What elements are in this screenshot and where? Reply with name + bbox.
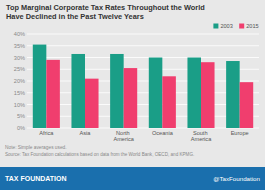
legend-swatch — [213, 24, 218, 29]
legend: 2003 2015 — [213, 23, 258, 29]
bar — [110, 54, 124, 128]
bar — [201, 62, 215, 128]
y-tick-label: 15% — [14, 90, 25, 96]
y-tick-label: 35% — [14, 43, 25, 49]
bar — [33, 45, 47, 128]
grid-line — [27, 57, 259, 58]
grid-line — [27, 45, 259, 46]
x-tick-label: Africa — [39, 130, 54, 136]
grid-line — [27, 104, 259, 105]
y-tick-label: 25% — [14, 66, 25, 72]
grid-line — [27, 116, 259, 117]
subtitle: Have Declined in the Past Twelve Years — [6, 12, 144, 21]
bar — [124, 68, 138, 128]
grid-line — [27, 92, 259, 93]
x-tick-label: North America — [113, 130, 134, 142]
bar — [149, 58, 163, 129]
legend-label: 2015 — [246, 23, 258, 29]
y-tick-label: 20% — [14, 78, 25, 84]
x-tick-label: Oceania — [152, 130, 174, 136]
grid-line — [27, 69, 259, 70]
bar — [85, 79, 99, 128]
y-tick-label: 10% — [14, 102, 25, 108]
grid-line — [27, 81, 259, 82]
footer-bar — [0, 167, 265, 190]
x-tick-label: Asia — [80, 130, 92, 136]
grid-line — [27, 34, 259, 35]
bar — [187, 58, 201, 129]
legend-swatch — [239, 24, 244, 29]
y-tick-label: 30% — [14, 55, 25, 61]
x-axis: Africa Asia North America Oceania South Amer… — [39, 130, 249, 142]
source: Source: Tax Foundation calculations base… — [5, 152, 194, 157]
y-tick-label: 40% — [14, 31, 25, 37]
background — [0, 0, 265, 190]
y-tick-label: 5% — [17, 113, 25, 119]
legend-label: 2003 — [220, 23, 232, 29]
bar — [226, 61, 240, 128]
y-tick-label: 0% — [17, 125, 25, 131]
bar — [71, 54, 85, 128]
x-tick-label: South America — [191, 130, 212, 142]
chart: Top Marginal Corporate Tax Rates Through… — [0, 0, 265, 190]
bars — [33, 45, 253, 128]
bar — [162, 76, 176, 128]
footer-right: @TaxFoundation — [213, 175, 260, 182]
footer-left: TAX FOUNDATION — [5, 175, 67, 182]
bar — [240, 82, 254, 128]
x-tick-label: Europe — [231, 130, 249, 136]
title: Top Marginal Corporate Tax Rates Through… — [6, 3, 205, 12]
note: Note: Simple averages used. — [5, 145, 67, 150]
grid-line — [27, 128, 259, 129]
y-axis: 0% 5% 10% 15% 20% 25% 30% 35% 40% — [14, 31, 259, 131]
bar — [46, 60, 60, 128]
